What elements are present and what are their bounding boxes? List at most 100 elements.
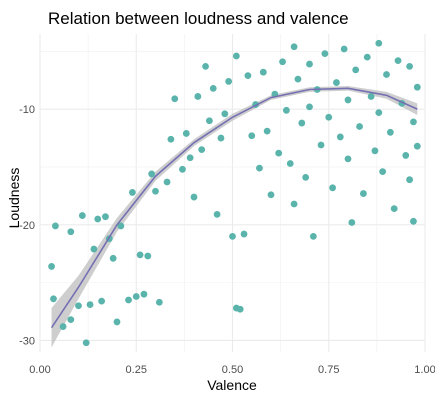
data-point bbox=[336, 133, 344, 141]
x-axis-title: Valence bbox=[207, 377, 257, 393]
confidence-band bbox=[51, 86, 418, 348]
data-point bbox=[75, 302, 82, 310]
data-point bbox=[367, 93, 375, 100]
data-point bbox=[90, 245, 98, 253]
data-point bbox=[356, 123, 363, 130]
data-point bbox=[82, 339, 90, 347]
data-point bbox=[186, 154, 194, 162]
data-point bbox=[140, 290, 148, 298]
data-point bbox=[202, 62, 209, 70]
data-point bbox=[275, 149, 283, 157]
data-point bbox=[67, 228, 75, 236]
data-point bbox=[206, 117, 213, 125]
data-point bbox=[125, 296, 132, 304]
data-point bbox=[333, 79, 340, 86]
x-tick-label: 0.00 bbox=[29, 364, 50, 376]
data-point bbox=[209, 84, 217, 92]
data-point bbox=[325, 113, 333, 121]
tick-labels: 0.00 0.25 0.50 0.75 1.00 -30 -20 -10 bbox=[19, 104, 435, 376]
data-point bbox=[109, 254, 117, 262]
y-tick-label: -10 bbox=[19, 104, 35, 116]
data-point bbox=[244, 72, 252, 80]
data-point bbox=[309, 232, 317, 240]
data-point bbox=[406, 62, 413, 70]
data-point bbox=[410, 217, 417, 225]
data-point bbox=[329, 184, 336, 192]
data-point bbox=[306, 60, 313, 68]
data-point bbox=[279, 58, 286, 66]
data-point bbox=[413, 142, 421, 150]
data-point bbox=[179, 165, 186, 173]
data-point bbox=[298, 119, 306, 127]
data-point bbox=[375, 109, 383, 117]
data-point bbox=[236, 305, 244, 313]
data-point bbox=[344, 96, 352, 104]
data-point bbox=[117, 222, 125, 230]
x-tick-label: 1.00 bbox=[414, 364, 435, 376]
data-point bbox=[155, 298, 163, 306]
data-point bbox=[48, 263, 55, 270]
data-point bbox=[321, 50, 329, 58]
data-point bbox=[290, 200, 298, 208]
data-point bbox=[113, 318, 121, 326]
data-point bbox=[148, 170, 156, 178]
data-point bbox=[406, 176, 413, 184]
data-point bbox=[267, 191, 275, 199]
data-point bbox=[132, 293, 140, 300]
data-point bbox=[256, 164, 263, 172]
data-point bbox=[78, 212, 86, 219]
data-point bbox=[348, 219, 356, 226]
data-point bbox=[152, 187, 159, 195]
data-point bbox=[383, 71, 390, 78]
data-point bbox=[306, 103, 313, 111]
data-point bbox=[59, 323, 67, 330]
data-point bbox=[194, 93, 202, 100]
data-point bbox=[240, 230, 248, 238]
data-point bbox=[363, 53, 371, 61]
data-point bbox=[302, 173, 310, 181]
data-point bbox=[352, 66, 360, 74]
data-point bbox=[375, 39, 383, 47]
data-point bbox=[98, 297, 105, 305]
data-point bbox=[102, 213, 109, 221]
data-point bbox=[67, 316, 75, 324]
smooth-line-layer bbox=[50, 87, 418, 329]
data-point bbox=[340, 45, 348, 53]
data-point bbox=[390, 205, 398, 213]
data-point bbox=[163, 178, 171, 186]
data-point bbox=[136, 251, 144, 259]
data-point bbox=[344, 155, 352, 163]
y-tick-label: -30 bbox=[19, 335, 35, 347]
data-point bbox=[129, 189, 136, 196]
data-point bbox=[221, 110, 229, 118]
y-axis-title: Loudness bbox=[6, 168, 22, 229]
data-point bbox=[263, 127, 271, 135]
data-point bbox=[86, 301, 94, 308]
x-tick-label: 0.50 bbox=[222, 364, 243, 376]
data-point bbox=[294, 75, 302, 83]
data-point bbox=[50, 295, 57, 303]
data-point bbox=[52, 222, 59, 230]
data-point bbox=[410, 118, 417, 126]
data-point bbox=[371, 147, 379, 155]
chart-title: Relation between loudness and valence bbox=[48, 9, 349, 28]
data-point bbox=[229, 232, 236, 240]
data-point bbox=[286, 160, 294, 167]
data-point bbox=[290, 43, 298, 51]
data-point bbox=[198, 146, 206, 154]
data-point bbox=[182, 130, 190, 137]
data-point bbox=[225, 78, 233, 85]
data-point bbox=[94, 215, 102, 223]
data-point bbox=[317, 141, 325, 149]
data-point bbox=[386, 128, 394, 136]
confidence-band-layer bbox=[51, 86, 418, 348]
points-layer bbox=[48, 39, 421, 347]
data-point bbox=[213, 210, 221, 218]
smooth-line bbox=[50, 87, 418, 329]
data-point bbox=[248, 132, 256, 140]
data-point bbox=[283, 106, 290, 114]
x-tick-label: 0.25 bbox=[126, 364, 147, 376]
